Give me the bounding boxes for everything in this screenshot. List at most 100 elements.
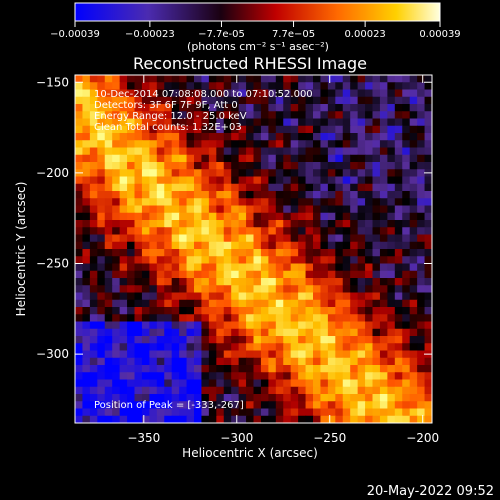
heatmap-cell	[365, 401, 374, 410]
heatmap-cell	[134, 82, 143, 91]
heatmap-cell	[365, 278, 374, 286]
heatmap-cell	[260, 394, 269, 402]
heatmap-cell	[104, 75, 113, 83]
heatmap-cell	[179, 162, 188, 170]
heatmap-cell	[223, 118, 232, 127]
heatmap-cell	[179, 220, 188, 228]
heatmap-cell	[409, 401, 418, 410]
heatmap-cell	[290, 307, 299, 315]
heatmap-cell	[275, 220, 284, 228]
heatmap-cell	[186, 183, 195, 192]
heatmap-cell	[97, 357, 106, 366]
heatmap-cell	[194, 212, 203, 221]
heatmap-cell	[253, 249, 262, 257]
heatmap-cell	[216, 394, 225, 402]
heatmap-cell	[179, 379, 188, 388]
colorbar-ticks: −0.00039 −0.00023 −7.7e-05 7.7e−05 0.00023 0.…	[50, 21, 461, 40]
heatmap-cell	[246, 379, 255, 388]
heatmap-cell	[149, 321, 158, 330]
heatmap-cell	[409, 328, 418, 337]
heatmap-cell	[357, 321, 366, 330]
heatmap-cell	[253, 234, 262, 243]
heatmap-cell	[246, 140, 255, 149]
heatmap-cell	[231, 147, 240, 156]
heatmap-cell	[223, 401, 232, 410]
heatmap-cell	[127, 111, 136, 120]
heatmap-cell	[208, 212, 217, 221]
heatmap-cell	[223, 191, 232, 199]
heatmap-cell	[82, 263, 91, 272]
heatmap-cell	[342, 176, 351, 185]
heatmap-cell	[268, 394, 277, 402]
heatmap-cell	[387, 408, 396, 417]
plot-frame	[74, 74, 433, 424]
heatmap-cell	[313, 357, 322, 366]
heatmap-cell	[82, 169, 91, 178]
heatmap-cell	[231, 372, 240, 381]
heatmap-cell	[164, 415, 173, 423]
heatmap-cell	[89, 386, 98, 395]
heatmap-cell	[134, 162, 143, 170]
y-axis: −150−200−250−300	[36, 75, 432, 361]
heatmap-cell	[417, 249, 426, 257]
heatmap-cell	[335, 241, 344, 250]
heatmap-cell	[201, 241, 210, 250]
heatmap-cell	[75, 125, 84, 134]
heatmap-cell	[342, 321, 351, 330]
heatmap-cell	[394, 212, 403, 221]
heatmap-cell	[365, 372, 374, 381]
heatmap-cell	[75, 183, 84, 192]
heatmap-cell	[387, 401, 396, 410]
heatmap-cell	[357, 176, 366, 185]
heatmap-cell	[112, 96, 121, 105]
colorbar-tick-label: 0.00039	[419, 29, 460, 40]
heatmap-cell	[313, 386, 322, 395]
heatmap-cell	[350, 270, 359, 279]
heatmap-cell	[89, 270, 98, 279]
heatmap-cell	[417, 169, 426, 178]
heatmap-cell	[231, 386, 240, 395]
heatmap-cell	[283, 154, 292, 163]
heatmap-cell	[156, 372, 165, 381]
heatmap-cell	[365, 82, 374, 91]
heatmap-cell	[82, 133, 91, 141]
heatmap-cell	[320, 227, 329, 236]
heatmap-cell	[253, 299, 262, 308]
heatmap-cell	[97, 140, 106, 149]
heatmap-cell	[394, 321, 403, 330]
heatmap-cell	[201, 256, 210, 265]
heatmap-cell	[238, 408, 247, 417]
heatmap-cell	[275, 415, 284, 423]
heatmap-cell	[104, 357, 113, 366]
heatmap-cell	[156, 415, 165, 423]
heatmap-cell	[141, 198, 150, 207]
heatmap-cell	[417, 104, 426, 112]
heatmap-cell	[387, 205, 396, 214]
heatmap-cell	[268, 336, 277, 344]
heatmap-cell	[275, 176, 284, 185]
heatmap-cell	[335, 96, 344, 105]
heatmap-cell	[402, 147, 411, 156]
heatmap-cell	[89, 169, 98, 178]
heatmap-cell	[320, 183, 329, 192]
heatmap-cell	[350, 372, 359, 381]
heatmap-cell	[179, 314, 188, 323]
heatmap-cell	[424, 372, 432, 381]
heatmap-cell	[275, 408, 284, 417]
heatmap-cell	[156, 176, 165, 185]
heatmap-cell	[75, 154, 84, 163]
heatmap-cell	[194, 401, 203, 410]
heatmap-cell	[179, 147, 188, 156]
heatmap-cell	[223, 111, 232, 120]
heatmap-cell	[75, 256, 84, 265]
heatmap-cell	[372, 285, 381, 294]
heatmap-cell	[127, 125, 136, 134]
heatmap-cell	[149, 249, 158, 257]
heatmap-cell	[402, 249, 411, 257]
heatmap-cell	[283, 299, 292, 308]
heatmap-cell	[283, 357, 292, 366]
heatmap-cell	[379, 401, 388, 410]
heatmap-cell	[216, 256, 225, 265]
heatmap-cell	[231, 394, 240, 402]
heatmap-cell	[134, 198, 143, 207]
